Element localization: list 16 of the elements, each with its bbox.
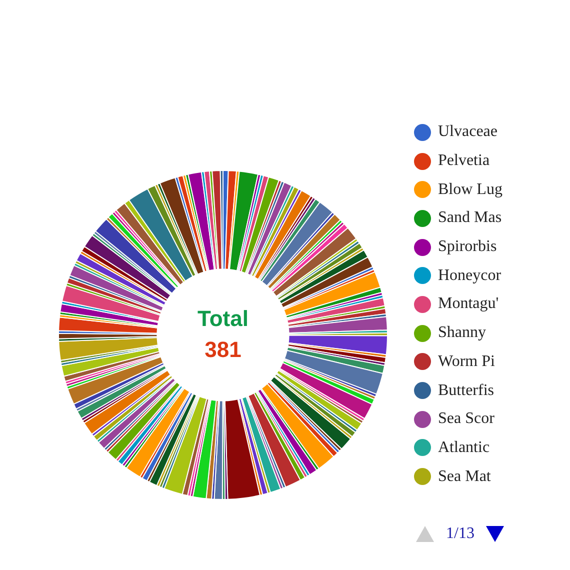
legend-label: Sea Scor bbox=[438, 410, 494, 428]
legend-label: Ulvaceae bbox=[438, 123, 498, 142]
legend-label: Worm Pi bbox=[438, 352, 495, 371]
text: 1/13 bbox=[446, 525, 474, 543]
legend-label: Honeycor bbox=[438, 266, 502, 285]
legend-label: Butterfis bbox=[438, 382, 494, 400]
legend-label: Pelvetia bbox=[438, 152, 490, 170]
legend-label: Sand Mas bbox=[438, 209, 502, 228]
legend-label: Shanny bbox=[438, 324, 486, 342]
legend-label: Blow Lug bbox=[438, 180, 502, 199]
legend-label: Montagu' bbox=[438, 295, 499, 314]
legend-label: Spirorbis bbox=[438, 238, 497, 256]
text: Total bbox=[198, 306, 248, 332]
text: 381 bbox=[204, 337, 242, 362]
legend-label: Sea Mat bbox=[438, 468, 491, 486]
legend-label: Atlantic bbox=[438, 438, 490, 457]
